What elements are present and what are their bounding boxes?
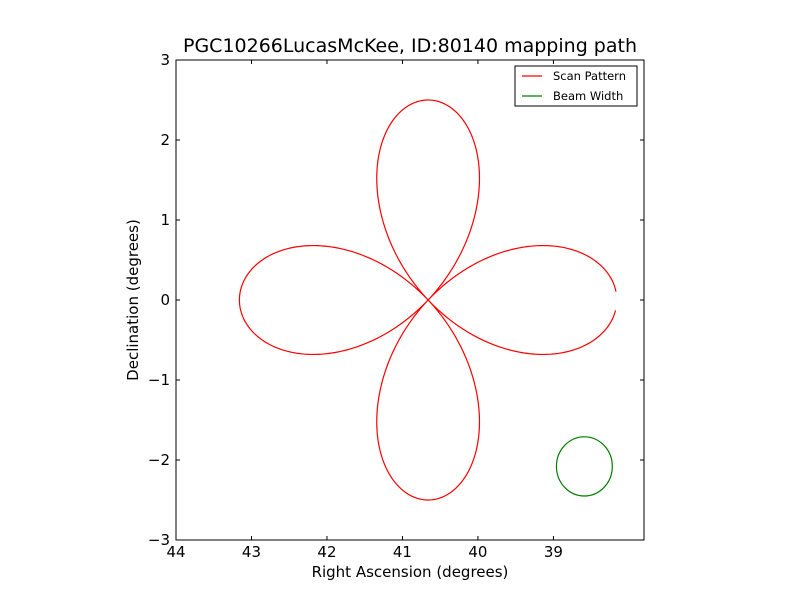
x-tick-label: 42 <box>317 543 336 561</box>
y-tick-label: 3 <box>160 51 170 69</box>
x-axis-label: Right Ascension (degrees) <box>312 563 509 581</box>
x-tick-label: 40 <box>468 543 487 561</box>
x-tick-label: 43 <box>242 543 261 561</box>
x-tick-label: 41 <box>393 543 412 561</box>
x-tick-label: 44 <box>166 543 185 561</box>
y-tick-label: 1 <box>160 211 170 229</box>
legend: Scan Pattern Beam Width <box>514 65 638 107</box>
y-tick-label: −2 <box>148 451 170 469</box>
y-axis-label: Declination (degrees) <box>124 219 142 381</box>
y-tick-label: 0 <box>160 291 170 309</box>
legend-box <box>514 65 638 107</box>
y-tick-label: 2 <box>160 131 170 149</box>
plot-area: 44 43 42 41 40 39 −3 −2 −1 0 1 2 3 <box>148 51 645 561</box>
y-tick-label: −1 <box>148 371 170 389</box>
y-tick-label: −3 <box>148 531 170 549</box>
x-tick-label: 39 <box>544 543 563 561</box>
legend-label-scan-pattern: Scan Pattern <box>553 69 626 83</box>
series-scan-pattern <box>238 99 617 501</box>
series-beam-width <box>555 436 613 497</box>
chart-title: PGC10266LucasMcKee, ID:80140 mapping pat… <box>183 35 637 57</box>
plot-frame <box>175 59 645 541</box>
legend-label-beam-width: Beam Width <box>553 89 623 103</box>
